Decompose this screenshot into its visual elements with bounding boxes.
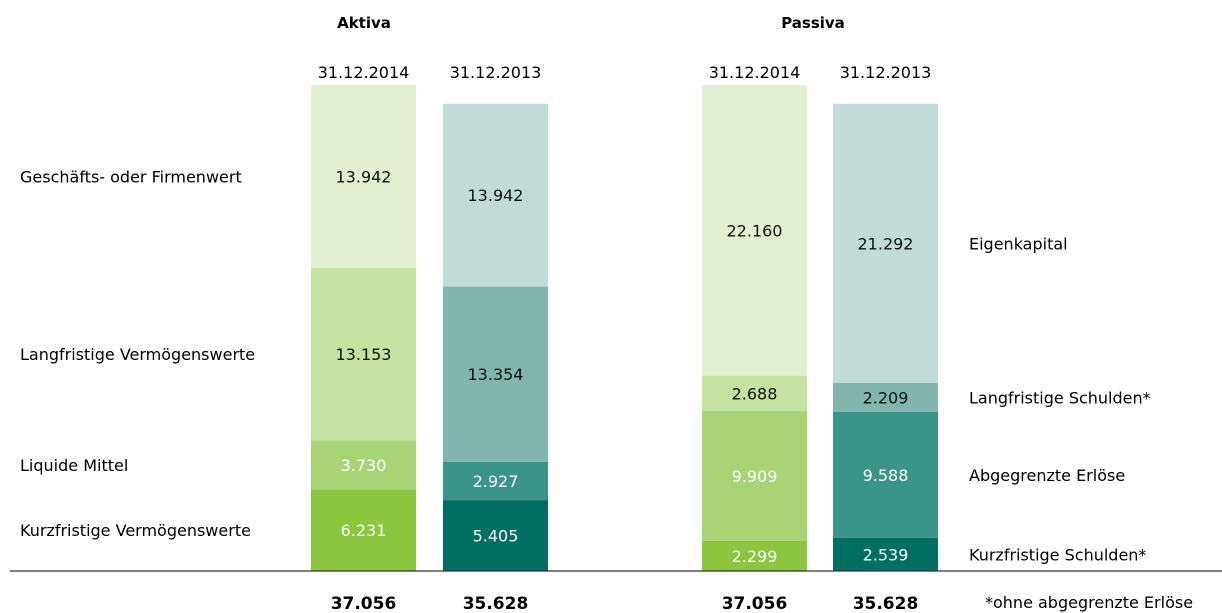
passiva-31-12-2013-date-label: 31.12.2013: [840, 63, 932, 82]
aktiva-31-12-2013-total: 35.628: [463, 594, 529, 613]
passiva-31-12-2013-value-kurzfristige-schulden: 2.539: [863, 545, 909, 564]
aktiva-31-12-2014-bar-geschäfts-oder-firmenwert: [311, 85, 416, 268]
row-label-eigenkapital: Eigenkapital: [969, 234, 1068, 253]
row-label-kurzfristige-vermögenswerte: Kurzfristige Vermögenswerte: [20, 521, 251, 540]
passiva-31-12-2013-value-langfristige-schulden: 2.209: [863, 388, 909, 407]
passiva-31-12-2014-bar-abgegrenzte-erlöse: [702, 410, 807, 541]
passiva-31-12-2013-bar-eigenkapital: [833, 103, 938, 383]
passiva-31-12-2014-value-eigenkapital: 22.160: [727, 221, 783, 240]
passiva-31-12-2014-bar-eigenkapital: [702, 85, 807, 376]
aktiva-31-12-2013-date-label: 31.12.2013: [450, 63, 542, 82]
aktiva-31-12-2014-value-geschäfts-oder-firmenwert: 13.942: [336, 167, 392, 186]
aktiva-title: Aktiva: [337, 14, 391, 32]
passiva-31-12-2014-date-label: 31.12.2014: [709, 63, 801, 82]
passiva-31-12-2014-value-abgegrenzte-erlöse: 9.909: [732, 467, 778, 486]
aktiva-31-12-2014-value-langfristige-vermögenswerte: 13.153: [336, 345, 392, 364]
footnote: *ohne abgegrenzte Erlöse: [985, 593, 1193, 612]
passiva-31-12-2013-value-abgegrenzte-erlöse: 9.588: [863, 466, 909, 485]
passiva-31-12-2014-bar-langfristige-schulden: [702, 375, 807, 411]
passiva-31-12-2013-total: 35.628: [853, 594, 919, 613]
aktiva-31-12-2013-bar-langfristige-vermögenswerte: [443, 286, 548, 462]
passiva-31-12-2013-bar-abgegrenzte-erlöse: [833, 411, 938, 538]
aktiva-31-12-2014-date-label: 31.12.2014: [318, 63, 410, 82]
aktiva-31-12-2013-value-kurzfristige-vermögenswerte: 5.405: [473, 527, 519, 546]
row-label-liquide-mittel: Liquide Mittel: [20, 456, 128, 475]
row-label-kurzfristige-schulden: Kurzfristige Schulden*: [969, 545, 1146, 564]
row-label-abgegrenzte-erlöse: Abgegrenzte Erlöse: [969, 466, 1125, 485]
aktiva-31-12-2013-value-geschäfts-oder-firmenwert: 13.942: [468, 186, 524, 205]
aktiva-31-12-2014-total: 37.056: [331, 594, 397, 613]
row-label-geschäfts-oder-firmenwert: Geschäfts- oder Firmenwert: [20, 167, 242, 186]
passiva-31-12-2013-bar-langfristige-schulden: [833, 382, 938, 412]
aktiva-31-12-2013-bar-liquide-mittel: [443, 461, 548, 501]
aktiva-31-12-2014-bar-kurzfristige-vermögenswerte: [311, 489, 416, 571]
aktiva-31-12-2014-value-liquide-mittel: 3.730: [341, 456, 387, 475]
row-label-langfristige-schulden: Langfristige Schulden*: [969, 388, 1151, 407]
aktiva-31-12-2014-bar-langfristige-vermögenswerte: [311, 267, 416, 441]
passiva-31-12-2013-value-eigenkapital: 21.292: [858, 234, 914, 253]
aktiva-31-12-2014-value-kurzfristige-vermögenswerte: 6.231: [341, 521, 387, 540]
row-label-langfristige-vermögenswerte: Langfristige Vermögenswerte: [20, 345, 255, 364]
aktiva-31-12-2013-value-liquide-mittel: 2.927: [473, 472, 519, 491]
aktiva-group: Aktiva 31.12.2014 6.231 3.730 13.153 13.942 3…: [20, 14, 548, 613]
passiva-31-12-2014-total: 37.056: [722, 594, 788, 613]
passiva-group: Passiva 31.12.2014 2.299 9.909 2.688 22.160 3…: [702, 14, 1151, 613]
aktiva-31-12-2014-bar-liquide-mittel: [311, 440, 416, 490]
passiva-31-12-2013-bar-kurzfristige-schulden: [833, 537, 938, 571]
passiva-31-12-2014-value-kurzfristige-schulden: 2.299: [732, 547, 778, 566]
aktiva-31-12-2013-bar-kurzfristige-vermögenswerte: [443, 500, 548, 571]
aktiva-31-12-2013-value-langfristige-vermögenswerte: 13.354: [468, 365, 524, 384]
passiva-title: Passiva: [781, 14, 845, 32]
passiva-31-12-2014-value-langfristige-schulden: 2.688: [732, 384, 778, 403]
aktiva-31-12-2013-bar-geschäfts-oder-firmenwert: [443, 103, 548, 287]
passiva-31-12-2014-bar-kurzfristige-schulden: [702, 540, 807, 571]
